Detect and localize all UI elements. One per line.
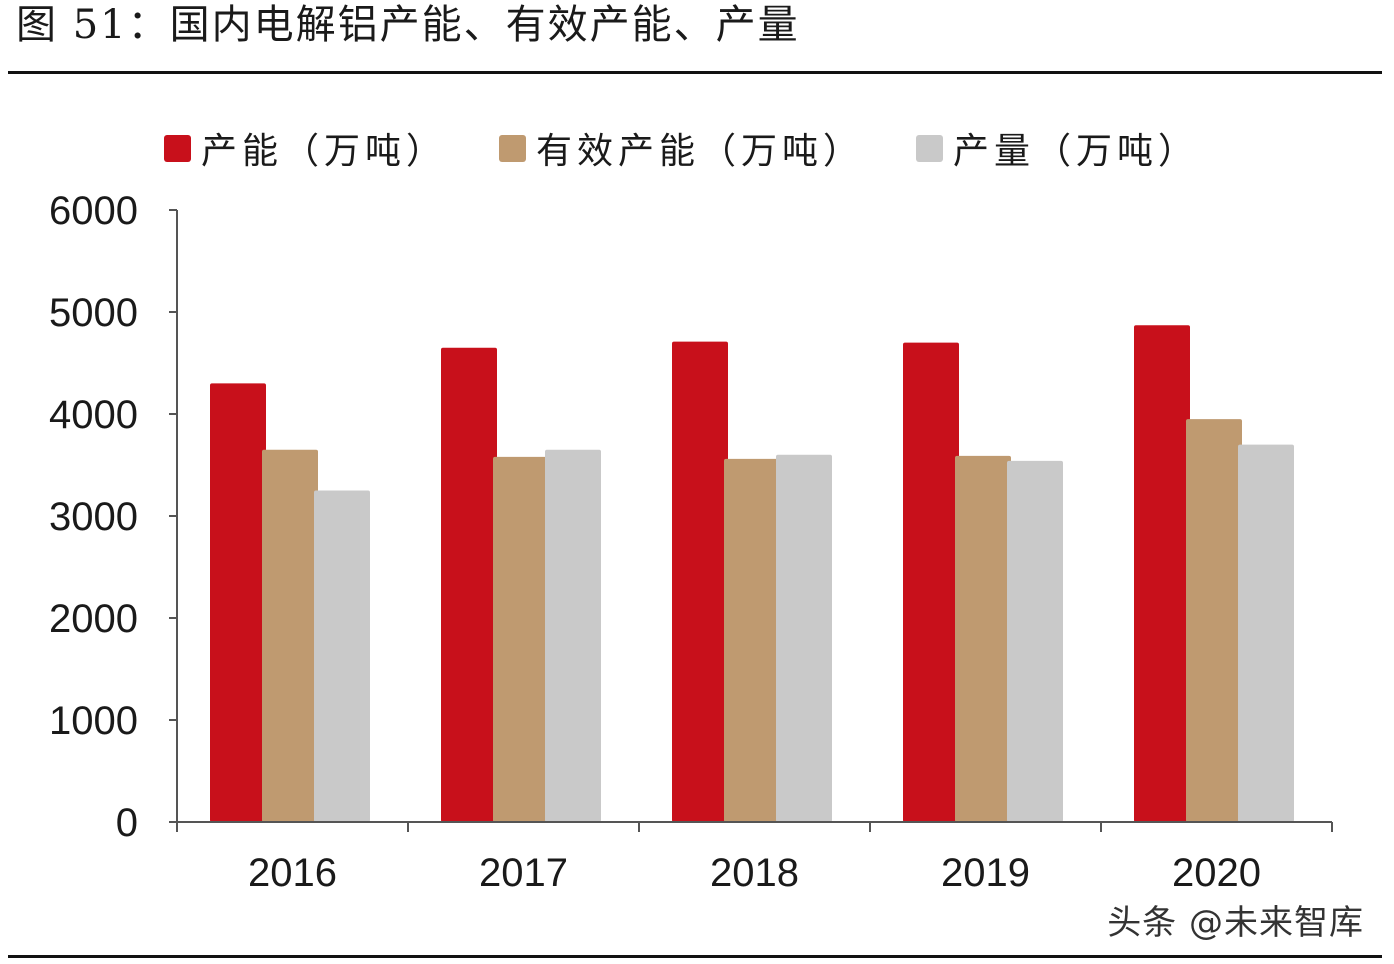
bar-2016-series-0 — [210, 383, 266, 822]
legend-swatch-effective-capacity — [499, 134, 527, 162]
x-tick-label: 2019 — [941, 851, 1030, 895]
legend-item-effective-capacity: 有效产能（万吨） — [499, 122, 864, 174]
figure-title: 图 51：国内电解铝产能、有效产能、产量 — [16, 2, 800, 48]
legend-label-capacity: 产能（万吨） — [201, 131, 448, 172]
legend-swatch-output — [916, 134, 944, 162]
y-tick-label: 4000 — [49, 393, 138, 437]
y-tick-label: 3000 — [49, 495, 138, 539]
bar-2016-series-2 — [314, 490, 370, 822]
legend-swatch-capacity — [164, 134, 191, 162]
y-tick-label: 0 — [116, 801, 138, 845]
bar-2017-series-1 — [493, 456, 549, 822]
x-tick-label: 2016 — [248, 851, 337, 895]
legend-label-effective-capacity: 有效产能（万吨） — [536, 131, 865, 172]
bar-2019-series-1 — [955, 455, 1011, 822]
x-tick-label: 2018 — [710, 851, 799, 895]
legend-label-output: 产量（万吨） — [953, 131, 1200, 172]
y-tick-label: 1000 — [49, 699, 138, 743]
bar-2020-series-2 — [1238, 444, 1294, 822]
y-tick-label: 6000 — [49, 189, 138, 233]
bar-2018-series-2 — [776, 454, 832, 822]
bar-2020-series-0 — [1134, 325, 1190, 822]
bar-2018-series-0 — [672, 341, 728, 822]
bar-2016-series-1 — [262, 449, 318, 822]
title-underline — [8, 71, 1382, 74]
x-tick-label: 2017 — [479, 851, 568, 895]
bar-2017-series-2 — [545, 449, 601, 822]
bar-2019-series-2 — [1007, 460, 1063, 822]
x-tick-label: 2020 — [1172, 851, 1261, 895]
chart-legend: 产能（万吨） 有效产能（万吨） 产量（万吨） — [164, 123, 1251, 173]
figure-bottom-rule — [8, 955, 1382, 958]
y-tick-label: 2000 — [49, 597, 138, 641]
bar-2020-series-1 — [1186, 419, 1242, 822]
bar-2018-series-1 — [724, 458, 780, 822]
y-tick-label: 5000 — [49, 291, 138, 335]
legend-item-output: 产量（万吨） — [916, 122, 1199, 174]
bar-2019-series-0 — [903, 342, 959, 822]
bar-2017-series-0 — [441, 347, 497, 822]
watermark: 头条 @未来智库 — [1107, 903, 1364, 943]
legend-item-capacity: 产能（万吨） — [164, 122, 447, 174]
